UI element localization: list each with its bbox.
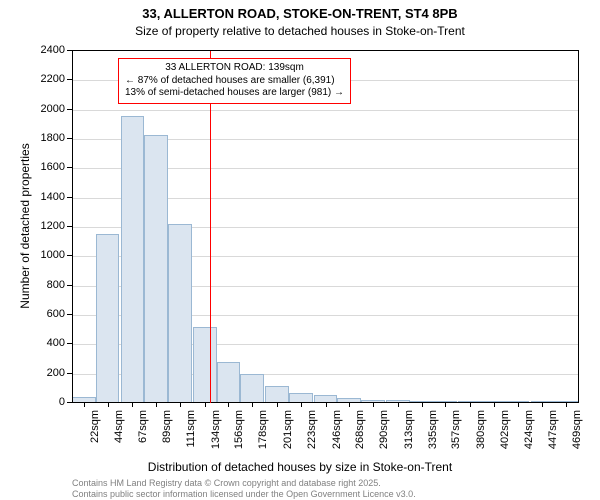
xtick-label: 380sqm xyxy=(475,410,487,460)
annotation-line3: 13% of semi-detached houses are larger (… xyxy=(125,87,344,100)
ytick xyxy=(67,50,72,51)
xtick-label: 313sqm xyxy=(403,410,415,460)
xtick xyxy=(470,402,471,407)
histogram-bar xyxy=(96,234,120,403)
y-axis xyxy=(72,51,73,403)
xtick xyxy=(518,402,519,407)
ytick xyxy=(67,109,72,110)
ytick-label: 1800 xyxy=(30,132,65,144)
xtick xyxy=(373,402,374,407)
xtick-label: 268sqm xyxy=(354,410,366,460)
ytick-label: 1000 xyxy=(30,249,65,261)
annotation-box: 33 ALLERTON ROAD: 139sqm ← 87% of detach… xyxy=(118,58,351,104)
histogram-bar xyxy=(193,327,217,403)
xtick-label: 44sqm xyxy=(113,410,125,460)
xtick xyxy=(398,402,399,407)
histogram-bar xyxy=(217,362,241,403)
xtick-label: 357sqm xyxy=(450,410,462,460)
xtick xyxy=(494,402,495,407)
xtick-label: 134sqm xyxy=(210,410,222,460)
xtick-label: 22sqm xyxy=(89,410,101,460)
histogram-bar xyxy=(121,116,145,403)
ytick xyxy=(67,402,72,403)
ytick xyxy=(67,138,72,139)
ytick-label: 2200 xyxy=(30,73,65,85)
xtick xyxy=(180,402,181,407)
ytick-label: 600 xyxy=(30,308,65,320)
xtick-label: 469sqm xyxy=(571,410,583,460)
xtick xyxy=(326,402,327,407)
xtick xyxy=(132,402,133,407)
histogram-bar xyxy=(144,135,168,403)
gridline xyxy=(72,110,578,111)
histogram-bar xyxy=(265,386,289,403)
footer-line1: Contains HM Land Registry data © Crown c… xyxy=(72,478,381,488)
xtick xyxy=(277,402,278,407)
ytick-label: 800 xyxy=(30,279,65,291)
xtick-label: 178sqm xyxy=(257,410,269,460)
ytick-label: 1400 xyxy=(30,191,65,203)
xtick xyxy=(542,402,543,407)
xtick-label: 223sqm xyxy=(306,410,318,460)
annotation-line2: ← 87% of detached houses are smaller (6,… xyxy=(125,75,344,88)
chart-subtitle: Size of property relative to detached ho… xyxy=(0,24,600,38)
xtick-label: 67sqm xyxy=(137,410,149,460)
xtick xyxy=(108,402,109,407)
xtick xyxy=(156,402,157,407)
xtick-label: 89sqm xyxy=(161,410,173,460)
ytick-label: 1200 xyxy=(30,220,65,232)
footer-line2: Contains public sector information licen… xyxy=(72,489,416,499)
xtick-label: 447sqm xyxy=(547,410,559,460)
xtick-label: 335sqm xyxy=(427,410,439,460)
xtick xyxy=(228,402,229,407)
xtick-label: 156sqm xyxy=(233,410,245,460)
property-marker-line xyxy=(210,51,211,403)
xtick-label: 402sqm xyxy=(499,410,511,460)
ytick xyxy=(67,373,72,374)
ytick xyxy=(67,197,72,198)
ytick-label: 0 xyxy=(30,396,65,408)
ytick xyxy=(67,285,72,286)
annotation-line1: 33 ALLERTON ROAD: 139sqm xyxy=(125,62,344,75)
xtick xyxy=(349,402,350,407)
ytick xyxy=(67,226,72,227)
xtick xyxy=(566,402,567,407)
histogram-bar xyxy=(168,224,192,403)
histogram-bar xyxy=(240,374,264,403)
ytick xyxy=(67,79,72,80)
xtick xyxy=(84,402,85,407)
xtick-label: 424sqm xyxy=(523,410,535,460)
x-axis-label: Distribution of detached houses by size … xyxy=(0,460,600,474)
ytick-label: 400 xyxy=(30,337,65,349)
xtick-label: 290sqm xyxy=(378,410,390,460)
ytick-label: 200 xyxy=(30,367,65,379)
ytick-label: 1600 xyxy=(30,161,65,173)
xtick-label: 201sqm xyxy=(282,410,294,460)
chart-title: 33, ALLERTON ROAD, STOKE-ON-TRENT, ST4 8… xyxy=(0,6,600,21)
ytick xyxy=(67,255,72,256)
ytick-label: 2000 xyxy=(30,103,65,115)
ytick-label: 2400 xyxy=(30,44,65,56)
xtick xyxy=(445,402,446,407)
xtick xyxy=(205,402,206,407)
ytick xyxy=(67,314,72,315)
xtick-label: 246sqm xyxy=(331,410,343,460)
xtick xyxy=(422,402,423,407)
xtick-label: 111sqm xyxy=(185,410,197,460)
xtick xyxy=(301,402,302,407)
xtick xyxy=(252,402,253,407)
ytick xyxy=(67,167,72,168)
histogram-chart: 33, ALLERTON ROAD, STOKE-ON-TRENT, ST4 8… xyxy=(0,0,600,500)
ytick xyxy=(67,343,72,344)
